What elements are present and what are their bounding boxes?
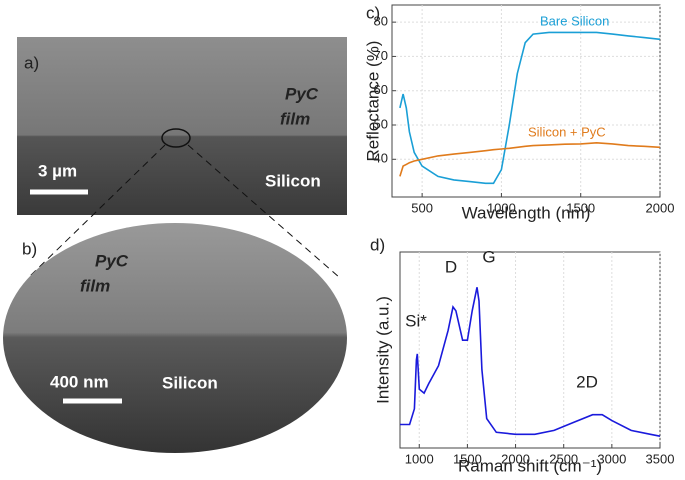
film-label: PyC: [285, 84, 319, 103]
x-tick-label: 500: [411, 200, 433, 215]
x-tick-label: 1500: [453, 451, 482, 466]
data-line: [399, 31, 661, 185]
sem-image-a: [17, 37, 347, 215]
panel-label: c): [366, 3, 380, 22]
x-tick-label: 1000: [405, 451, 434, 466]
y-tick-label: 70: [374, 48, 388, 63]
series-label: Bare Silicon: [540, 13, 609, 28]
zoom-circle: [161, 128, 191, 148]
scale-label: 3 µm: [38, 161, 77, 180]
x-tick-label: 3000: [597, 451, 626, 466]
data-line: [399, 141, 661, 177]
plot-area: [399, 251, 661, 449]
substrate-label: Silicon: [265, 171, 321, 190]
substrate-label: Silicon: [162, 373, 218, 392]
y-tick-label: 60: [374, 82, 388, 97]
scale-label: 400 nm: [50, 372, 109, 391]
peak-label: D: [445, 257, 457, 276]
peak-label: Si*: [405, 311, 427, 330]
panel-label: a): [24, 53, 39, 72]
x-tick-label: 1000: [487, 200, 516, 215]
peak-label: G: [482, 247, 495, 266]
x-tick-label: 3500: [646, 451, 675, 466]
film-label: film: [280, 109, 310, 128]
x-axis-label: Wavelength (nm): [462, 203, 591, 222]
film-label: film: [80, 276, 110, 295]
y-axis-label: Intensity (a.u.): [373, 296, 392, 404]
panel-label: d): [370, 235, 385, 254]
y-tick-label: 40: [374, 151, 388, 166]
x-tick-label: 2000: [646, 200, 675, 215]
x-tick-label: 2500: [549, 451, 578, 466]
y-axis-label: Reflectance (%): [363, 41, 382, 162]
peak-label: 2D: [576, 372, 598, 391]
series-label: Silicon + PyC: [528, 124, 606, 139]
x-tick-label: 1500: [566, 200, 595, 215]
zoom-line: [187, 144, 341, 279]
y-tick-label: 80: [374, 14, 388, 29]
plot-area: [391, 4, 661, 198]
zoom-line: [27, 144, 166, 279]
y-tick-label: 50: [374, 116, 388, 131]
sem-image-b: [3, 223, 347, 453]
x-axis-label: Raman shift (cm⁻¹): [458, 456, 602, 475]
film-label: PyC: [95, 251, 129, 270]
panel-label: b): [22, 239, 37, 258]
data-line: [400, 287, 661, 437]
x-tick-label: 2000: [501, 451, 530, 466]
